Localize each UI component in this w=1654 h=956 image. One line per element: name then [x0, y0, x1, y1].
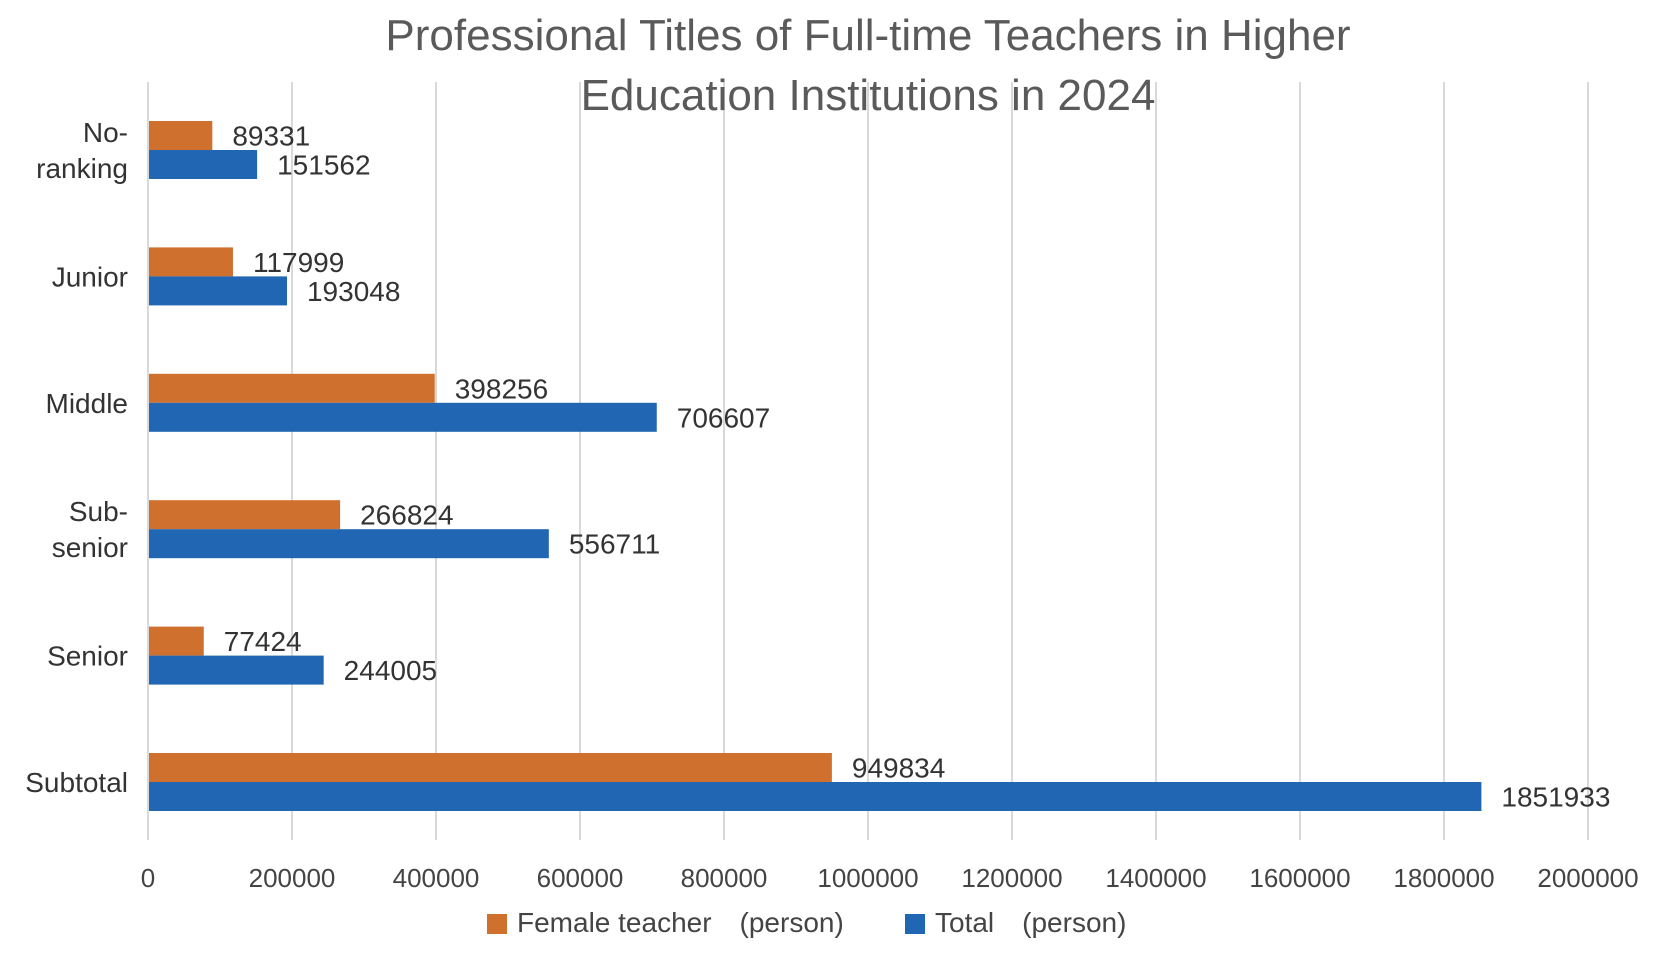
bar-total: [148, 402, 657, 432]
chart-title-line: Professional Titles of Full-time Teacher…: [385, 11, 1350, 60]
category-label: Subtotal: [25, 767, 128, 798]
data-label: 193048: [307, 276, 400, 307]
data-label: 151562: [277, 150, 370, 181]
data-label: 706607: [677, 402, 770, 433]
category-label: senior: [52, 532, 128, 563]
x-tick-label: 2000000: [1537, 863, 1638, 893]
data-label: 398256: [455, 373, 548, 404]
data-label: 89331: [232, 121, 310, 152]
bar-total: [148, 150, 258, 179]
x-tick-label: 200000: [249, 863, 336, 893]
x-tick-label: 400000: [393, 863, 480, 893]
bar-total: [148, 782, 1482, 811]
data-label: 244005: [344, 655, 437, 686]
data-label: 556711: [569, 529, 660, 560]
legend-swatch-female-teacher: [487, 914, 507, 934]
gridlines: [291, 82, 1589, 840]
bar-female-teacher: [148, 121, 213, 150]
bars: [148, 121, 1482, 811]
bar-female-teacher: [148, 373, 435, 403]
category-label: Junior: [52, 261, 128, 292]
bar-female-teacher: [148, 247, 233, 277]
chart-title: Professional Titles of Full-time Teacher…: [385, 11, 1350, 120]
data-label: 266824: [360, 500, 453, 531]
legend-label: Total (person): [935, 907, 1126, 938]
x-tick-label: 0: [141, 863, 155, 893]
bar-total: [148, 276, 287, 306]
category-label: ranking: [36, 153, 128, 184]
chart-title-line: Education Institutions in 2024: [581, 71, 1156, 120]
bar-female-teacher: [148, 626, 204, 656]
x-tick-label: 1400000: [1105, 863, 1206, 893]
bar-total: [148, 655, 324, 685]
legend: Female teacher (person) Total (person): [487, 907, 1126, 938]
x-tick-label: 1200000: [961, 863, 1062, 893]
category-label: Sub-: [69, 496, 128, 527]
data-label: 1851933: [1501, 782, 1610, 813]
category-label: Senior: [47, 641, 128, 672]
data-label: 949834: [852, 753, 945, 784]
x-tick-label: 800000: [681, 863, 768, 893]
legend-label: Female teacher (person): [517, 907, 844, 938]
category-label: No-: [83, 117, 128, 148]
bar-female-teacher: [148, 753, 832, 782]
x-tick-label: 600000: [537, 863, 624, 893]
axes: 0 200000 400000 600000 800000 1000000 1200000 1…: [25, 82, 1639, 893]
x-tick-label: 1600000: [1249, 863, 1350, 893]
bar-total: [148, 529, 549, 559]
category-label: Middle: [46, 388, 128, 419]
legend-swatch-total: [905, 914, 925, 934]
x-tick-label: 1800000: [1393, 863, 1494, 893]
data-label: 117999: [253, 247, 344, 278]
data-label: 77424: [224, 626, 302, 657]
x-tick-label: 1000000: [817, 863, 918, 893]
bar-female-teacher: [148, 500, 341, 530]
